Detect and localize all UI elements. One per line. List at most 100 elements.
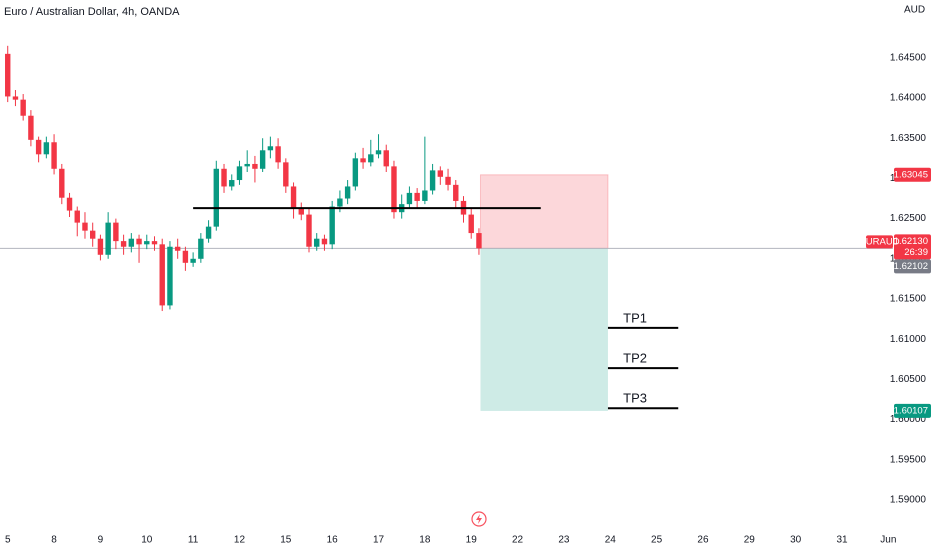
candle-body — [445, 176, 451, 185]
candle-body — [5, 53, 11, 97]
candle-body — [406, 192, 413, 205]
candle-body — [144, 241, 150, 245]
candle-body — [252, 163, 258, 169]
last-price-badge — [894, 234, 931, 260]
bid-price-badge — [894, 259, 931, 274]
candle-body — [337, 198, 343, 207]
x-tick-label: 19 — [466, 535, 478, 546]
x-tick-label: 8 — [51, 535, 57, 546]
candle-body — [12, 96, 19, 100]
x-tick-label: 24 — [605, 535, 617, 546]
candle-body — [321, 238, 328, 245]
y-tick-label: 1.61500 — [890, 294, 927, 305]
last-price-label: 1.62130 — [894, 236, 928, 247]
candle-body — [306, 214, 312, 247]
x-tick-label: 22 — [512, 535, 524, 546]
candle-body — [66, 197, 73, 211]
y-tick-label: 1.64500 — [890, 53, 927, 64]
chart-title: Euro / Australian Dollar, 4h, OANDA — [4, 6, 180, 18]
candle-body — [28, 115, 34, 140]
candle-body — [437, 170, 444, 177]
y-tick-label: 1.60000 — [890, 414, 927, 425]
x-tick-label: 16 — [327, 535, 339, 546]
candle-body — [360, 158, 366, 163]
candle-body — [329, 206, 335, 245]
x-tick-label: Jun — [880, 535, 896, 546]
x-tick-label: 23 — [558, 535, 570, 546]
candle-body — [429, 170, 436, 191]
x-tick-label: 30 — [790, 535, 802, 546]
target-label: 1.60107 — [894, 405, 928, 416]
candle-body — [82, 222, 88, 231]
candle-body — [275, 146, 281, 163]
candle-body — [213, 168, 220, 227]
candle-body — [136, 238, 142, 245]
stop-label: 1.63045 — [894, 169, 928, 180]
symbol-badge — [866, 235, 893, 249]
candle-body — [35, 139, 42, 155]
candle-body — [236, 166, 243, 181]
x-tick-label: 11 — [188, 535, 199, 546]
candle-body — [259, 150, 266, 169]
currency-label: AUD — [904, 5, 925, 16]
candle-body — [182, 250, 189, 263]
symbol-label: EURAUD — [859, 236, 899, 247]
target-zone — [480, 248, 608, 411]
x-tick-label: 25 — [651, 535, 663, 546]
candle-body — [453, 184, 459, 201]
candle-body — [43, 142, 50, 155]
candle-body — [352, 158, 359, 187]
candle-body — [344, 186, 351, 199]
candle-body — [128, 238, 135, 247]
candle-body — [97, 238, 104, 255]
bid-price-label: 1.62102 — [894, 261, 928, 272]
candle-body — [221, 168, 227, 187]
candle-body — [198, 238, 204, 259]
x-tick-label: 15 — [280, 535, 292, 546]
candle-body — [120, 241, 127, 247]
replay-icon[interactable] — [471, 511, 487, 527]
candle-body — [375, 150, 382, 155]
y-tick-label: 1.62500 — [890, 213, 927, 224]
x-tick-label: 18 — [419, 535, 431, 546]
candle-body — [290, 186, 297, 209]
candle-body — [51, 142, 57, 169]
take-profit-label: TP3 — [623, 391, 647, 406]
take-profit-label: TP1 — [623, 310, 647, 325]
x-tick-label: 5 — [5, 535, 11, 546]
y-tick-label: 1.60500 — [890, 374, 927, 385]
y-tick-label: 1.61000 — [890, 334, 927, 345]
y-tick-label: 1.59500 — [890, 454, 927, 465]
x-tick-label: 12 — [234, 535, 246, 546]
candle-body — [422, 190, 428, 201]
candle-body — [229, 180, 235, 187]
y-tick-label: 1.64000 — [890, 93, 927, 104]
candle-body — [383, 150, 389, 167]
x-tick-label: 9 — [98, 535, 104, 546]
x-tick-label: 31 — [836, 535, 848, 546]
candle-body — [20, 99, 26, 116]
candle-body — [167, 246, 173, 306]
stop-badge — [894, 167, 931, 182]
candle-body — [468, 214, 474, 234]
candle-body — [267, 146, 274, 151]
candle-body — [105, 222, 111, 255]
candle-body — [391, 166, 397, 213]
x-tick-label: 26 — [697, 535, 709, 546]
candle-body — [174, 246, 181, 251]
countdown: 26:39 — [904, 247, 928, 258]
candle-body — [59, 168, 65, 198]
x-tick-label: 10 — [141, 535, 153, 546]
candle-body — [151, 241, 158, 245]
stop-zone — [479, 174, 609, 249]
candle-body — [244, 163, 250, 167]
candle-body — [89, 230, 96, 239]
take-profit-label: TP2 — [623, 351, 647, 366]
candle-body — [298, 208, 304, 215]
candle-body — [113, 222, 119, 242]
x-tick-label: 29 — [744, 535, 756, 546]
x-tick-label: 17 — [373, 535, 385, 546]
candle-body — [205, 226, 212, 239]
candle-body — [414, 192, 420, 201]
